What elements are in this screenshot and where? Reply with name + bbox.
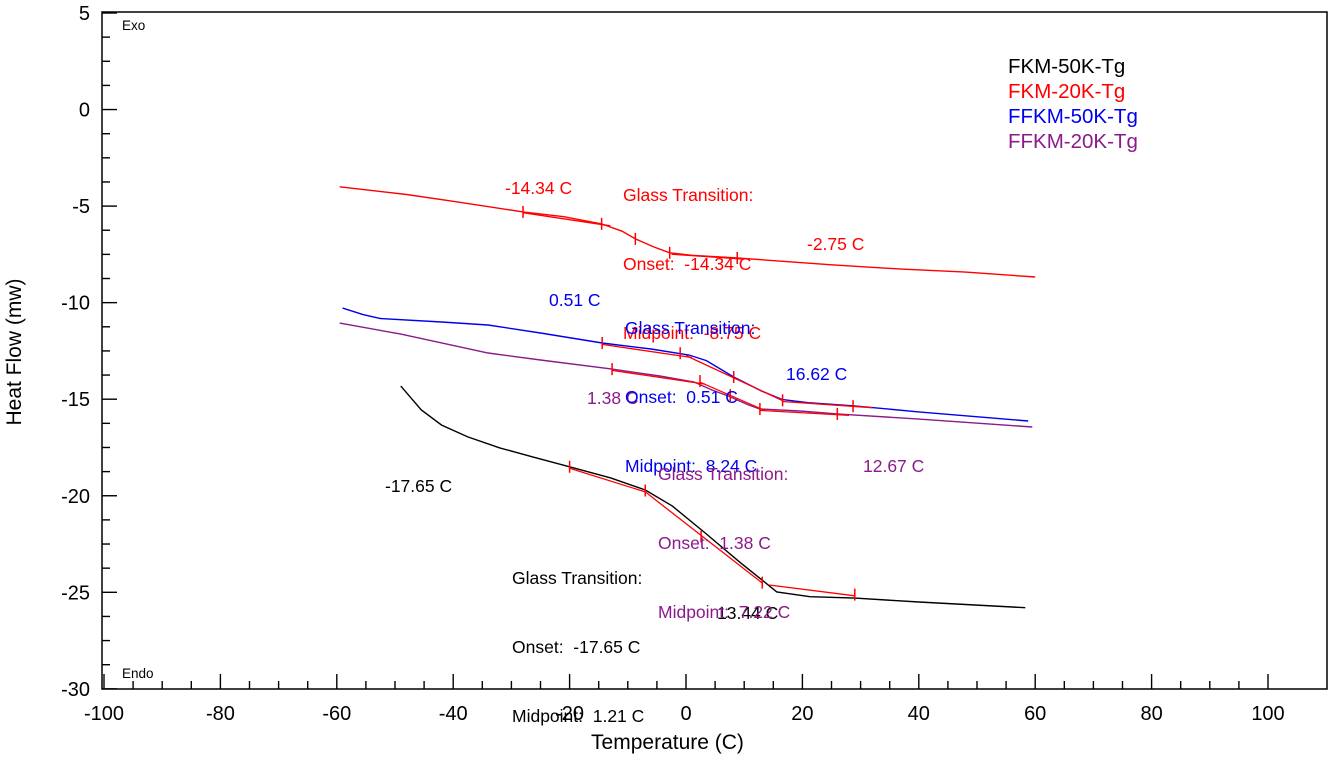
x-tick-label: 40	[908, 703, 930, 725]
tangent-line-FFKM-20K-Tg	[612, 369, 706, 385]
x-tick-label: -80	[206, 703, 235, 725]
tangent-line-FFKM-50K-Tg	[782, 400, 873, 409]
x-tick-label: -20	[555, 703, 584, 725]
x-tick-label: 60	[1024, 703, 1046, 725]
x-tick-label: -60	[322, 703, 351, 725]
curve-FKM-50K-Tg	[400, 385, 1026, 609]
x-tick-label: 80	[1140, 703, 1162, 725]
tangent-line-FKM-50K-Tg	[644, 491, 763, 584]
x-tick-label: 20	[791, 703, 813, 725]
tangent-line-FFKM-20K-Tg	[699, 381, 765, 411]
y-tick-label: -20	[61, 486, 90, 508]
tangent-line-FKM-20K-Tg	[522, 212, 611, 227]
curve-FKM-20K-Tg	[339, 186, 1036, 278]
curve-FFKM-20K-Tg	[339, 322, 1033, 428]
y-tick-label: -5	[72, 196, 90, 218]
y-tick-label: -30	[61, 679, 90, 701]
tangent-line-FFKM-50K-Tg	[602, 343, 692, 359]
tangent-line-FKM-50K-Tg	[569, 467, 646, 493]
y-tick-label: -15	[61, 389, 90, 411]
x-tick-label: -100	[84, 703, 124, 725]
x-tick-label: 0	[680, 703, 691, 725]
tangent-line-FKM-50K-Tg	[769, 584, 855, 597]
x-tick-label: -40	[439, 703, 468, 725]
y-tick-label: 5	[79, 3, 90, 25]
tangent-line-FKM-20K-Tg	[671, 253, 742, 260]
tangent-line-FFKM-20K-Tg	[759, 409, 850, 417]
curve-FFKM-50K-Tg	[342, 307, 1029, 422]
y-tick-label: -10	[61, 293, 90, 315]
plot-border	[101, 11, 1328, 690]
y-tick-label: 0	[79, 100, 90, 122]
y-tick-label: -25	[61, 582, 90, 604]
x-tick-label: 100	[1251, 703, 1284, 725]
